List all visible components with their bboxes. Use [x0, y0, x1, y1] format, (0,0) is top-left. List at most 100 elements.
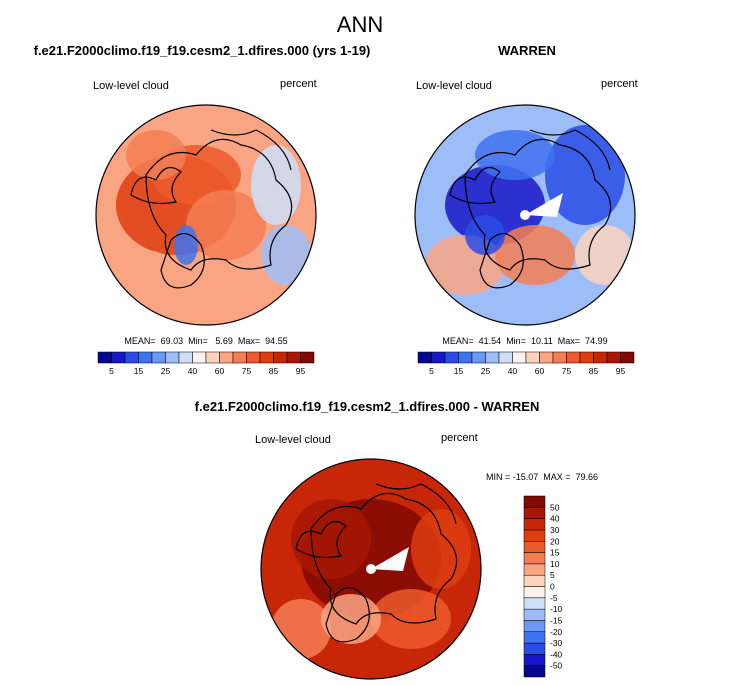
field-patch	[116, 250, 176, 300]
field-patch	[186, 190, 266, 260]
field-patch	[321, 594, 381, 644]
colorbar-swatch	[97, 351, 112, 364]
pole-hole	[520, 210, 530, 220]
colorbar-swatch	[219, 351, 234, 364]
colorbar-swatch	[498, 351, 513, 364]
field-patch	[261, 225, 311, 285]
colorbar-tick-label: 30	[550, 525, 560, 535]
colorbar-swatch	[523, 518, 546, 531]
coastline	[160, 233, 205, 289]
colorbar-tick-label: 0	[550, 582, 555, 592]
coastline	[449, 166, 501, 205]
field-patch	[545, 125, 625, 225]
colorbar-swatch	[523, 563, 546, 576]
colorbar-swatch	[286, 351, 301, 364]
colorbar-swatch	[444, 351, 459, 364]
colorbar-swatch	[523, 529, 546, 542]
colorbar-swatch	[232, 351, 247, 364]
colorbar-swatch	[246, 351, 261, 364]
colorbar: 5 15 25 40 60 75 85 95	[97, 351, 315, 376]
pole-hole	[366, 564, 376, 574]
colorbar-tick-label: -20	[550, 627, 563, 637]
missing-data-wedge	[525, 193, 563, 217]
colorbar-tick-label: 15	[454, 366, 464, 376]
colorbar-swatch	[124, 351, 139, 364]
colorbar-swatch	[523, 586, 546, 599]
field-patch	[411, 509, 471, 589]
panel-diff-units: percent	[441, 432, 478, 444]
colorbar-tick-label: 75	[562, 366, 572, 376]
colorbar-tick-label: 85	[269, 366, 279, 376]
colorbar-tick-label: 15	[550, 548, 560, 558]
coastline	[130, 166, 182, 205]
colorbar-tick-label: -10	[550, 604, 563, 614]
map-border	[260, 458, 482, 680]
colorbar-swatch	[523, 597, 546, 610]
colorbar-swatch	[523, 608, 546, 621]
season-title: ANN	[337, 12, 383, 37]
colorbar-swatch	[165, 351, 180, 364]
field-patch	[126, 130, 186, 180]
colorbar-tick-label: 60	[215, 366, 225, 376]
map-border	[95, 104, 317, 326]
colorbar-swatch	[138, 351, 153, 364]
coastline	[479, 233, 524, 289]
map-border	[414, 104, 636, 326]
colorbar-swatch	[111, 351, 126, 364]
colorbar-swatch	[205, 351, 220, 364]
panel-obs-units: percent	[601, 78, 638, 90]
colorbar-swatch	[523, 495, 546, 508]
colorbar-swatch	[620, 351, 635, 364]
colorbar-tick-label: -40	[550, 649, 563, 659]
panel-case: f.e21.F2000climo.f19_f19.cesm2_1.dfires.…	[34, 43, 371, 376]
colorbar-swatch	[523, 507, 546, 519]
colorbar-tick-label: 50	[550, 502, 560, 512]
field-patch	[291, 499, 371, 579]
colorbar: 5 15 25 40 60 75 85 95	[417, 351, 635, 376]
colorbar-swatch	[552, 351, 567, 364]
colorbar-tick-label: -5	[550, 593, 558, 603]
panel-diff-stats: MIN = -15.07 MAX = 79.66	[486, 472, 598, 482]
field-patch	[251, 145, 301, 225]
colorbar-swatch	[523, 665, 546, 678]
coastline	[310, 492, 458, 625]
colorbar-swatch	[523, 552, 546, 565]
coastline	[295, 520, 347, 559]
coastline	[325, 587, 370, 643]
colorbar-swatch	[523, 642, 546, 655]
panel-case-units: percent	[280, 78, 317, 90]
panel-diff-title: f.e21.F2000climo.f19_f19.cesm2_1.dfires.…	[195, 399, 540, 414]
field-patch	[271, 599, 331, 659]
colorbar-tick-label: -50	[550, 661, 563, 671]
colorbar-swatch	[606, 351, 621, 364]
polar-map	[95, 104, 317, 326]
panel-case-title: f.e21.F2000climo.f19_f19.cesm2_1.dfires.…	[34, 43, 371, 58]
colorbar-tick-label: 20	[550, 536, 560, 546]
colorbar-swatch	[273, 351, 288, 364]
colorbar-swatch	[431, 351, 446, 364]
panel-obs-variable: Low-level cloud	[416, 80, 492, 92]
colorbar-swatch	[523, 620, 546, 632]
panel-obs-title: WARREN	[498, 43, 556, 58]
polar-map	[260, 458, 482, 680]
coastline	[529, 129, 611, 171]
panel-diff: f.e21.F2000climo.f19_f19.cesm2_1.dfires.…	[195, 399, 598, 680]
colorbar-tick-label: 25	[481, 366, 491, 376]
colorbar-swatch	[593, 351, 608, 364]
colorbar-swatch	[523, 541, 546, 553]
colorbar-tick-label: -30	[550, 638, 563, 648]
colorbar-tick-label: 95	[616, 366, 626, 376]
colorbar-tick-label: 85	[589, 366, 599, 376]
colorbar-tick-label: 25	[161, 366, 171, 376]
colorbar-swatch	[566, 351, 581, 364]
field-patch	[174, 225, 198, 265]
colorbar-tick-label: 75	[242, 366, 252, 376]
colorbar-swatch	[178, 351, 193, 364]
panel-obs: WARREN Low-level cloud percent MEAN= 41.…	[414, 43, 638, 376]
colorbar-swatch	[579, 351, 594, 364]
colorbar-tick-label: 5	[109, 366, 114, 376]
colorbar-tick-label: -15	[550, 615, 563, 625]
colorbar-swatch	[259, 351, 274, 364]
colorbar-tick-label: 95	[296, 366, 306, 376]
colorbar-swatch	[525, 351, 540, 364]
